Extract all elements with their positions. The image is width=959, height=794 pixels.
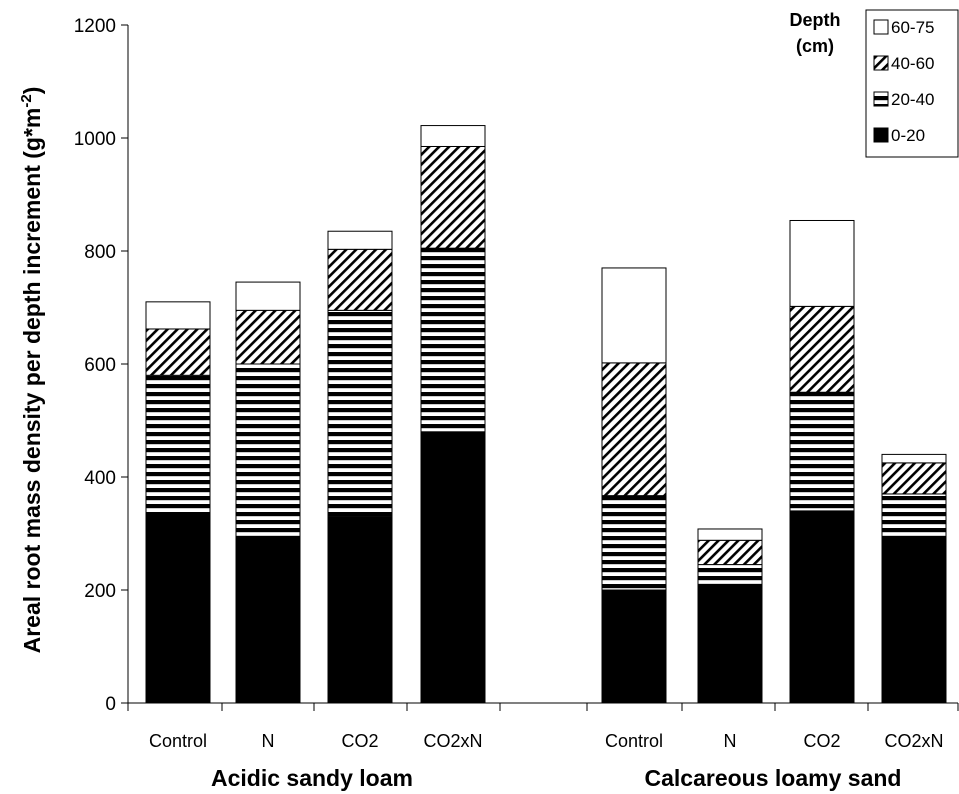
bar-segment-20-40: [789, 391, 855, 512]
bar-segment-0-20: [601, 589, 667, 704]
x-category-label: CO2: [803, 731, 840, 751]
legend-title-line2: (cm): [796, 36, 834, 56]
x-category-label: Control: [605, 731, 663, 751]
bar-segment-20-40: [697, 564, 763, 585]
bar-segment-60-75: [697, 528, 763, 541]
bars: [145, 125, 947, 704]
group-label: Acidic sandy loam: [211, 765, 413, 791]
legend-swatch-20-40: [873, 91, 889, 107]
bar-segment-20-40: [327, 309, 393, 518]
y-axis-label: Areal root mass density per depth increm…: [18, 87, 45, 654]
bar-segment-20-40: [145, 374, 211, 515]
bar-segment-40-60: [789, 305, 855, 393]
y-tick-label: 800: [84, 242, 116, 263]
legend-swatch-60-75: [873, 19, 889, 35]
y-axis-title: Areal root mass density per depth increm…: [18, 87, 45, 654]
y-tick-label: 1000: [74, 129, 116, 150]
bar-segment-60-75: [601, 267, 667, 364]
x-category-label: CO2: [341, 731, 378, 751]
group-label: Calcareous loamy sand: [645, 765, 902, 791]
x-category-label: CO2xN: [423, 731, 482, 751]
legend-label-40-60: 40-60: [891, 54, 934, 73]
y-tick-label: 1200: [74, 16, 116, 37]
y-tick-label: 200: [84, 581, 116, 602]
bar-segment-40-60: [881, 462, 947, 495]
bar-segment-0-20: [789, 510, 855, 704]
bar-segment-40-60: [420, 145, 486, 249]
bar-segment-20-40: [420, 247, 486, 433]
x-category-label: Control: [149, 731, 207, 751]
bar-segment-40-60: [145, 328, 211, 376]
bar-segment-40-60: [327, 248, 393, 311]
y-tick-label: 0: [105, 694, 116, 715]
legend-box: [865, 9, 959, 158]
legend-label-0-20: 0-20: [891, 126, 925, 145]
legend-title-line1: Depth: [790, 10, 841, 30]
bar-segment-40-60: [601, 362, 667, 497]
bar-segment-60-75: [327, 230, 393, 250]
bar-segment-0-20: [235, 535, 301, 704]
x-category-label: N: [262, 731, 275, 751]
bar-segment-20-40: [881, 493, 947, 537]
bar-segment-60-75: [145, 301, 211, 330]
bar-segment-60-75: [881, 453, 947, 464]
x-category-label: N: [724, 731, 737, 751]
bar-segment-60-75: [420, 125, 486, 147]
bar-segment-0-20: [327, 516, 393, 704]
legend-label-60-75: 60-75: [891, 18, 934, 37]
axes: 0 200 400 600 800 1000 1200: [74, 16, 959, 715]
bar-segment-40-60: [697, 539, 763, 566]
bar-segment-20-40: [235, 363, 301, 537]
bar-segment-20-40: [601, 495, 667, 591]
bar-segment-0-20: [697, 583, 763, 704]
y-tick-label: 600: [84, 355, 116, 376]
y-tick-label: 400: [84, 468, 116, 489]
legend-swatch-0-20: [873, 127, 889, 143]
bar-segment-0-20: [881, 535, 947, 704]
legend: Depth (cm) 60-75 40-60 20-40 0-20: [790, 9, 959, 158]
bar-segment-60-75: [235, 281, 301, 311]
bar-segment-40-60: [235, 309, 301, 365]
bar-segment-0-20: [145, 513, 211, 704]
legend-swatch-40-60: [873, 55, 889, 71]
x-category-label: CO2xN: [884, 731, 943, 751]
legend-label-20-40: 20-40: [891, 90, 934, 109]
bar-segment-60-75: [789, 219, 855, 307]
bar-segment-0-20: [420, 431, 486, 704]
